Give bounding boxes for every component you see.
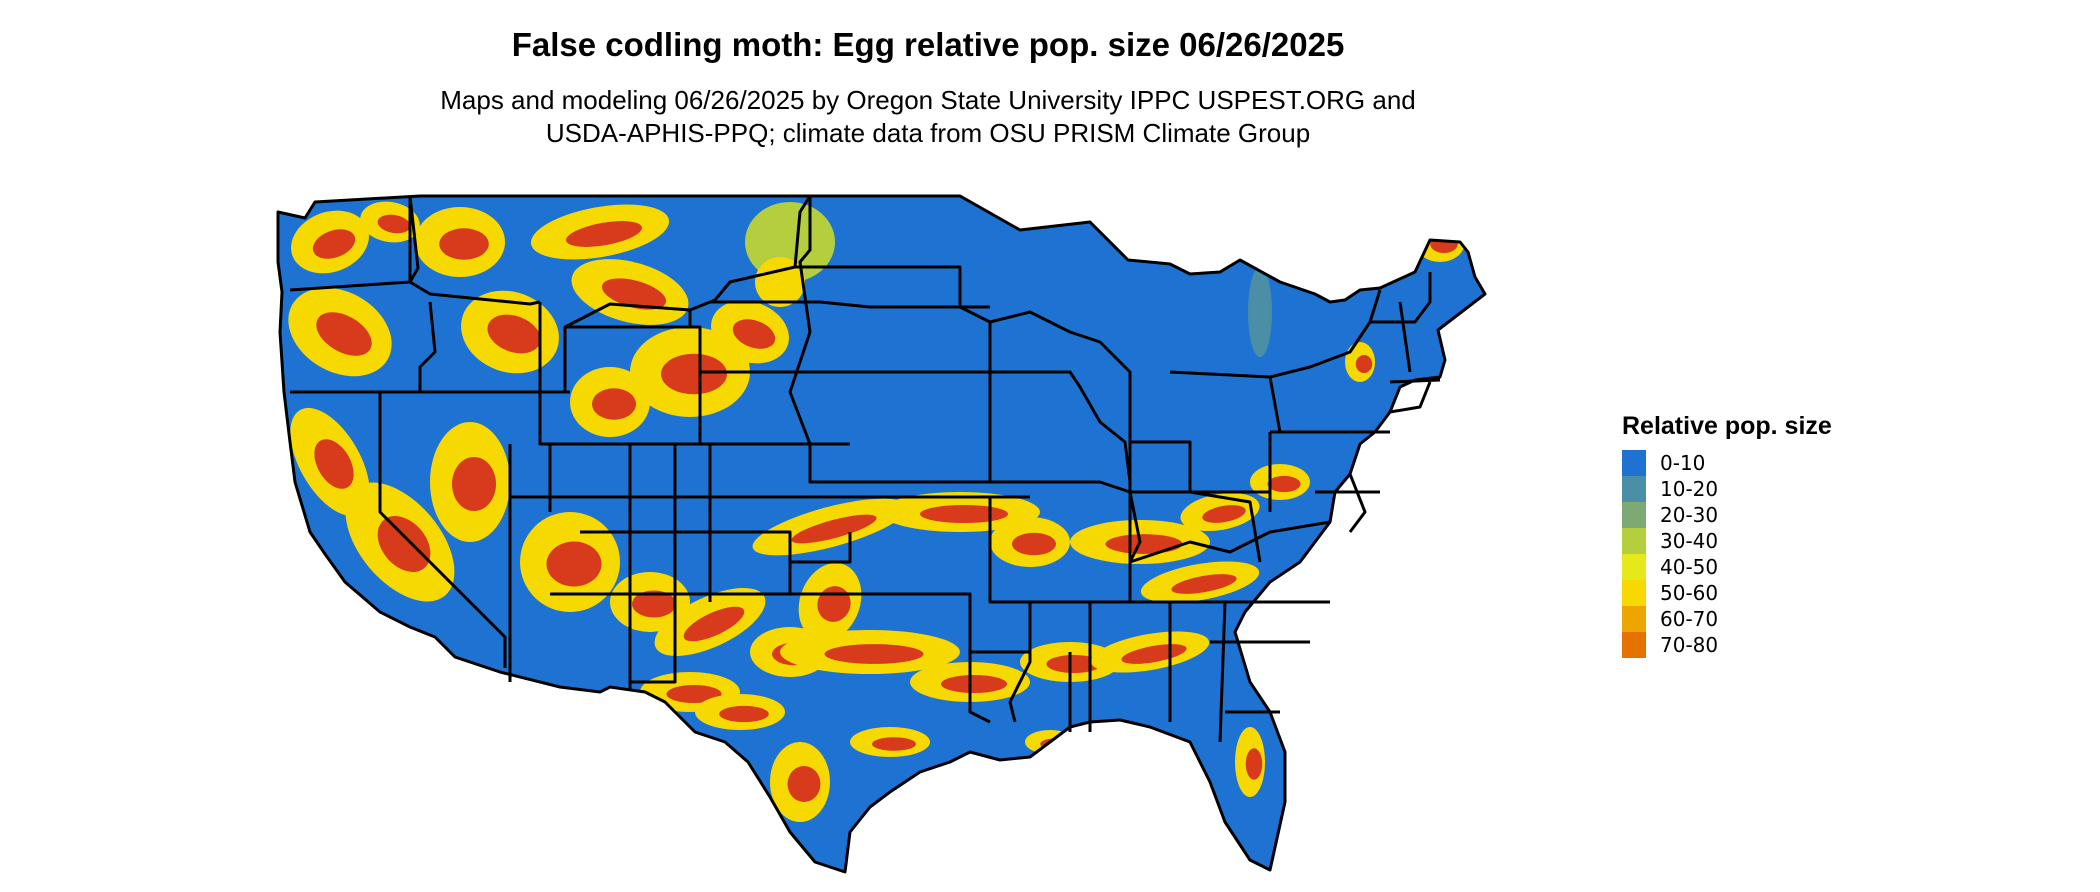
subtitle-line-1: Maps and modeling 06/26/2025 by Oregon S… <box>440 85 1416 115</box>
subtitle-line-2: USDA-APHIS-PPQ; climate data from OSU PR… <box>545 118 1311 148</box>
legend-title: Relative pop. size <box>1622 412 1832 440</box>
legend: Relative pop. size 0-10 10-20 20-30 30-40 40… <box>1622 412 1832 658</box>
us-map <box>276 194 1487 874</box>
legend-label: 60-70 <box>1660 607 1719 631</box>
raster-patch <box>732 319 776 349</box>
legend-item: 20-30 <box>1622 502 1832 528</box>
raster-patch <box>377 214 411 234</box>
raster-patch <box>683 606 745 642</box>
legend-label: 20-30 <box>1660 503 1719 527</box>
raster-patch <box>592 388 636 420</box>
legend-item: 50-60 <box>1622 580 1832 606</box>
legend-swatch <box>1622 502 1646 528</box>
raster-patch <box>1046 655 1102 673</box>
raster-patch <box>1171 574 1237 594</box>
legend-swatch <box>1622 528 1646 554</box>
raster-patch <box>1105 534 1183 554</box>
legend-swatch <box>1622 580 1646 606</box>
raster-patch <box>1325 252 1375 292</box>
legend-item: 10-20 <box>1622 476 1832 502</box>
raster-patch <box>920 505 1008 523</box>
raster-patch <box>1202 505 1246 523</box>
raster-patch <box>546 541 602 587</box>
raster-patch <box>1012 532 1056 556</box>
legend-swatch <box>1622 606 1646 632</box>
raster-patch <box>601 278 667 310</box>
raster-patch <box>312 229 356 259</box>
legend-label: 70-80 <box>1660 633 1719 657</box>
raster-patch <box>1430 235 1458 253</box>
legend-item: 70-80 <box>1622 632 1832 658</box>
raster-patch <box>316 312 372 356</box>
raster-patch <box>824 644 924 664</box>
legend-item: 60-70 <box>1622 606 1832 632</box>
raster-patch <box>1340 265 1368 283</box>
legend-item: 0-10 <box>1622 450 1832 476</box>
raster-patch <box>377 516 431 572</box>
legend-swatch <box>1622 476 1646 502</box>
state-boundaries <box>276 194 1487 874</box>
map-subtitle: Maps and modeling 06/26/2025 by Oregon S… <box>0 84 1856 150</box>
legend-label: 10-20 <box>1660 477 1719 501</box>
raster-patch <box>1267 475 1301 493</box>
raster-patch <box>1248 267 1272 357</box>
raster-patch <box>755 257 805 307</box>
legend-swatch <box>1622 450 1646 476</box>
map-title: False codling moth: Egg relative pop. si… <box>511 26 1345 63</box>
legend-swatch <box>1622 554 1646 580</box>
legend-item: 30-40 <box>1622 528 1832 554</box>
raster-patch <box>941 675 1007 693</box>
legend-label: 30-40 <box>1660 529 1719 553</box>
raster-patch <box>439 228 489 260</box>
raster-patch <box>666 685 722 703</box>
raster-patch <box>661 353 727 395</box>
population-raster <box>278 196 1485 872</box>
raster-patch <box>452 457 496 511</box>
legend-label: 0-10 <box>1660 451 1706 475</box>
legend-label: 40-50 <box>1660 555 1719 579</box>
raster-patch <box>632 590 676 618</box>
raster-patch <box>791 514 877 544</box>
legend-label: 50-60 <box>1660 581 1719 605</box>
legend-swatch <box>1622 632 1646 658</box>
raster-patch <box>872 737 916 751</box>
raster-patch <box>314 439 354 489</box>
raster-patch <box>1245 748 1263 780</box>
raster-patch <box>787 766 821 802</box>
legend-item: 40-50 <box>1622 554 1832 580</box>
raster-patch <box>566 221 642 247</box>
raster-patch <box>719 705 769 723</box>
raster-patch <box>487 314 541 354</box>
legend-items: 0-10 10-20 20-30 30-40 40-50 50-60 60-70 70-80 <box>1622 450 1832 658</box>
raster-patch <box>1355 355 1373 373</box>
